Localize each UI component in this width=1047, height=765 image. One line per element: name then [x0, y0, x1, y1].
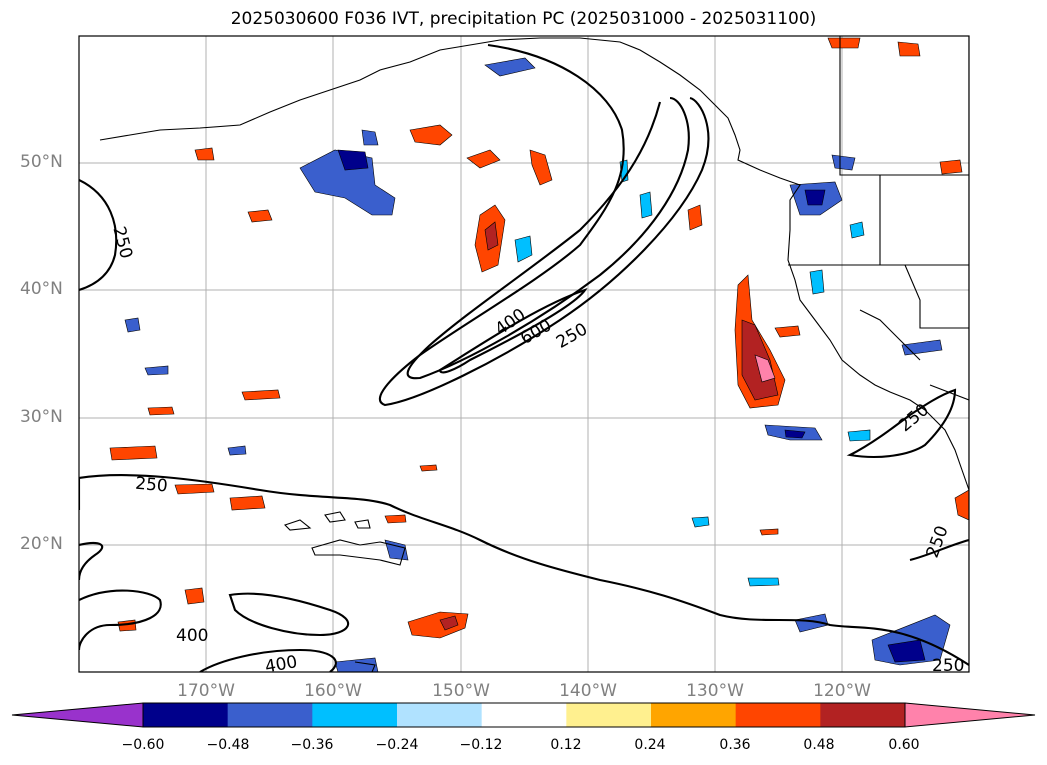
- colorbar-tick: 0.24: [634, 737, 666, 753]
- contour-label: 250: [108, 224, 136, 261]
- colorbar-segment: [143, 703, 229, 727]
- ivt-contours: [79, 43, 969, 672]
- colorbar-segment: [651, 703, 737, 727]
- colorbar-outline-right: [904, 702, 1036, 728]
- colorbar-segments: [12, 703, 1035, 727]
- lon-label: 130°W: [686, 681, 744, 701]
- colorbar-segment: [481, 703, 567, 727]
- map-title: 2025030600 F036 IVT, precipitation PC (2…: [230, 9, 817, 29]
- colorbar-outline-left: [11, 702, 144, 728]
- map-canvas: 250 400 600 250 250 400 400 250 250 250: [78, 35, 970, 677]
- colorbar-tick: −0.36: [290, 737, 334, 753]
- colorbar-tick: 0.60: [888, 737, 920, 753]
- lon-label: 160°W: [304, 681, 362, 701]
- lat-label: 50°N: [20, 152, 63, 172]
- lat-label: 30°N: [20, 407, 63, 427]
- coastlines: [99, 36, 969, 672]
- colorbar-tick: −0.24: [375, 737, 419, 753]
- contour-label: 400: [263, 652, 298, 677]
- colorbar-segment: [227, 703, 313, 727]
- lat-label: 40°N: [20, 279, 63, 299]
- contour-label: 250: [923, 523, 953, 560]
- colorbar-tick: 0.48: [803, 737, 835, 753]
- contour-label: 250: [134, 474, 168, 497]
- precip-negative: [124, 57, 951, 672]
- colorbar-tick: −0.12: [459, 737, 503, 753]
- contour-label: 400: [176, 626, 208, 646]
- colorbar-segment: [820, 703, 906, 727]
- colorbar-outline: [142, 702, 906, 728]
- lat-label: 20°N: [20, 534, 63, 554]
- colorbar-tick: −0.48: [206, 737, 250, 753]
- colorbar-segment: [397, 703, 483, 727]
- colorbar-segment: [566, 703, 652, 727]
- colorbar-tick: 0.36: [719, 737, 751, 753]
- colorbar-extend-high: [905, 703, 1035, 727]
- lon-label: 120°W: [813, 681, 871, 701]
- contour-label: 250: [932, 656, 964, 676]
- colorbar-segment: [312, 703, 398, 727]
- map-frame: [78, 35, 970, 673]
- lon-label: 140°W: [559, 681, 617, 701]
- contour-label: 250: [553, 319, 591, 353]
- lon-label: 150°W: [432, 681, 490, 701]
- precip-positive: [109, 37, 969, 639]
- colorbar-extend-low: [12, 703, 143, 727]
- contour-label: 250: [895, 400, 933, 436]
- colorbar-segment: [735, 703, 821, 727]
- gridlines: [79, 36, 969, 672]
- colorbar-tick: 0.12: [550, 737, 582, 753]
- lon-label: 170°W: [177, 681, 235, 701]
- colorbar-tick: −0.60: [121, 737, 165, 753]
